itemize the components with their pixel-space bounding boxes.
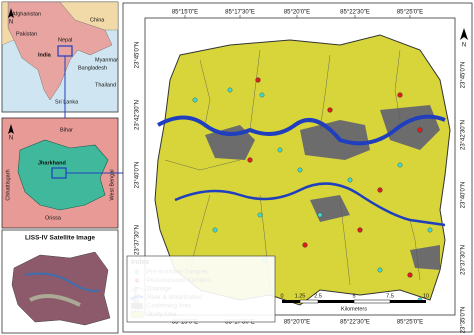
pre-monsoon-sample — [427, 227, 433, 233]
country-label: India — [38, 52, 52, 58]
north-arrow — [8, 124, 14, 134]
state-label: Chhattisgarh — [5, 169, 11, 200]
lon-label: 85°25'0"E — [397, 320, 423, 326]
pre-monsoon-sample — [192, 97, 198, 103]
country-label: Pakistan — [16, 31, 37, 37]
pre-monsoon-sample — [212, 227, 218, 233]
country-label: Myanmar — [95, 57, 118, 63]
post-monsoon-sample — [327, 107, 333, 113]
state-label: Bihar — [60, 127, 73, 133]
post-monsoon-sample — [357, 227, 363, 233]
pre-monsoon-sample — [277, 147, 283, 153]
post-monsoon-sample — [397, 92, 403, 98]
post-monsoon-sample — [302, 242, 308, 248]
lon-label: 85°15'0"E — [172, 10, 198, 16]
lon-label: 85°17'30"E — [225, 10, 255, 16]
study-area — [154, 34, 451, 306]
post-monsoon-sample — [255, 77, 261, 83]
lon-label: 85°15'0"E — [172, 320, 198, 326]
country-label: Thailand — [95, 82, 116, 88]
drainage — [164, 49, 421, 291]
post-monsoon-sample — [407, 272, 413, 278]
north-arrow — [460, 28, 468, 40]
scale-label: 5 — [352, 293, 355, 299]
scale-label: 2.5 — [314, 293, 322, 299]
pre-monsoon-sample — [259, 92, 265, 98]
country-label: Bangladesh — [78, 65, 107, 71]
scale-label: 1.25 — [295, 293, 306, 299]
pre-monsoon-sample — [397, 162, 403, 168]
scale-segment — [282, 300, 300, 303]
satellite-image — [11, 251, 111, 326]
lat-label: 23°42'30"N — [461, 120, 467, 150]
river — [174, 182, 446, 227]
lon-label: 85°20'0"E — [284, 10, 310, 16]
lat-label: 23°37'30"N — [135, 225, 141, 255]
north-label: N — [462, 43, 466, 49]
pre-monsoon-sample — [257, 212, 263, 218]
country-label: Sri Lanka — [55, 99, 79, 105]
state-label: Jharkhand — [38, 160, 66, 166]
post-monsoon-sample — [377, 187, 383, 193]
samples — [192, 77, 433, 303]
scale-label: 10 — [423, 293, 429, 299]
lat-label: 23°45'0"N — [135, 42, 141, 69]
pre-monsoon-sample — [377, 267, 383, 273]
scale-segment — [353, 299, 391, 304]
lat-label: 23°42'30"N — [135, 100, 141, 130]
post-monsoon-sample — [247, 157, 253, 163]
lat-label: 23°37'30"N — [461, 245, 467, 275]
lat-label: 23°35'0"N — [461, 307, 467, 334]
scale-label: 7.5 — [386, 293, 394, 299]
scale-bar — [282, 299, 426, 304]
pre-monsoon-sample — [297, 167, 303, 173]
neighbour-shape — [59, 1, 119, 31]
satellite-title: LISS-IV Satellite Image — [25, 235, 95, 242]
lon-label: 85°20'0"E — [284, 320, 310, 326]
satellite-texture — [29, 294, 81, 307]
state-label: West Bengal — [109, 169, 115, 200]
country-label: China — [90, 17, 105, 23]
post-monsoon-sample — [417, 127, 423, 133]
lon-label: 85°17'30"E — [225, 320, 255, 326]
pre-monsoon-sample — [227, 87, 233, 93]
scale-segment — [299, 299, 319, 304]
country-label: Afghanistan — [12, 11, 41, 17]
country-label: Nepal — [58, 37, 72, 43]
lat-label: 23°40'0"N — [135, 162, 141, 189]
scale-segment — [318, 300, 354, 303]
satellite-river — [24, 272, 101, 292]
scale-unit: Kilometers — [341, 306, 367, 312]
north-label: N — [9, 136, 13, 142]
neighbour-shape — [1, 1, 15, 46]
north-label: N — [9, 20, 13, 26]
pre-monsoon-sample — [317, 212, 323, 218]
lon-label: 85°22'30"E — [340, 320, 370, 326]
lat-label: 23°40'0"N — [461, 182, 467, 209]
scale-label: 0 — [280, 293, 283, 299]
pre-monsoon-sample — [347, 177, 353, 183]
state-label: Orissa — [45, 215, 62, 221]
jharkhand-shape — [17, 139, 109, 211]
lon-label: 85°25'0"E — [397, 10, 423, 16]
lon-label: 85°22'30"E — [340, 10, 370, 16]
legend-box — [126, 255, 276, 323]
lat-label: 23°45'0"N — [461, 62, 467, 89]
coal-area — [410, 245, 440, 270]
north-arrow — [8, 8, 14, 18]
coal-area — [300, 120, 370, 160]
scale-segment — [390, 300, 426, 303]
